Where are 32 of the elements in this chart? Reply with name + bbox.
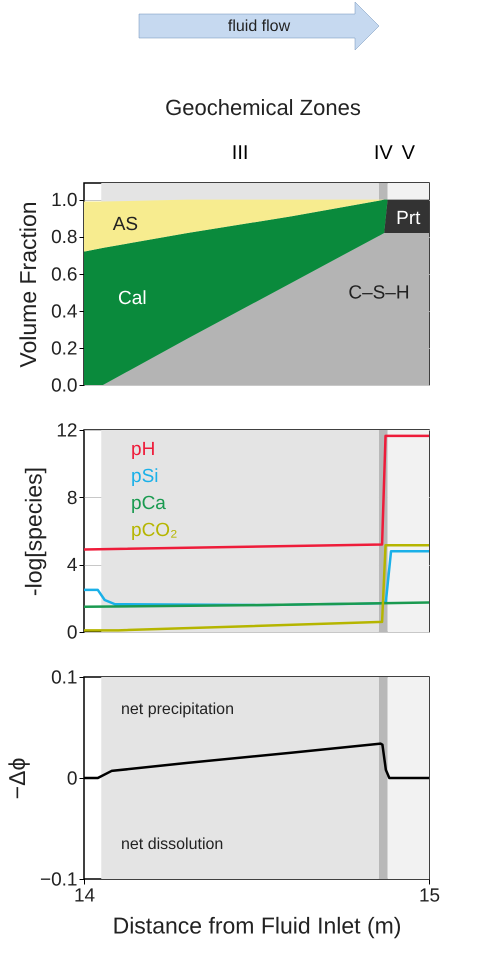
y-tick-label: 0.2 [51,338,78,360]
y-tick-label: 4 [66,555,78,576]
text: Geochemical Zones [165,95,361,120]
y-tick-label: 0.8 [51,227,78,248]
y-axis-title: Volume Fraction [15,201,42,368]
series-label: C–S–H [348,282,410,304]
y-tick-label: 8 [66,488,78,509]
y-axis-title: -log[species] [20,466,46,596]
x-tick-label: 15 [418,886,440,906]
series-label: AS [112,214,138,235]
text: pSi [131,466,158,487]
text: pCa [131,493,166,514]
y-tick-label: 12 [56,420,78,442]
text: fluid flow [228,18,291,35]
y-tick-label: 0 [66,768,78,790]
band-label: III [232,142,248,164]
y-tick-label: 0.0 [51,376,78,396]
series-label: Cal [118,288,147,309]
series-label: Prt [396,208,422,230]
y-tick-label: 0.1 [51,668,78,688]
text: pCO₂ [131,520,178,541]
text: pH [131,439,156,460]
x-axis-title: Distance from Fluid Inlet (m) [112,912,402,938]
annotation: net precipitation [121,701,234,718]
y-tick-label: 0.4 [51,301,78,322]
annotation: net dissolution [121,836,224,853]
y-tick-label: 0.6 [51,264,78,286]
y-axis-title: −Δϕ [4,758,30,800]
y-tick-label: 0 [66,622,78,644]
band-label: IV [374,142,394,164]
band-label: V [402,142,416,164]
y-tick-label: 1.0 [51,190,78,212]
